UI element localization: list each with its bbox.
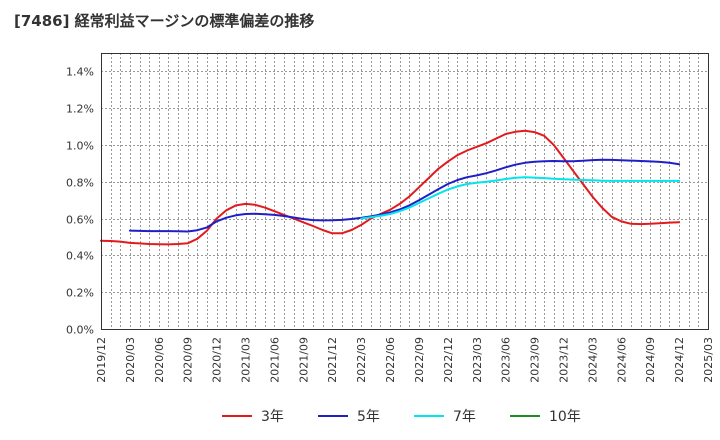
x-tick-label: 2024/03 [586, 337, 599, 383]
x-tick-label: 2023/06 [500, 337, 513, 383]
y-tick-label: 0.2% [66, 287, 94, 300]
plot-area-frame [101, 53, 709, 330]
x-tick-label: 2022/06 [384, 337, 397, 383]
legend-item: 3年 [222, 404, 284, 428]
x-tick-label: 2025/03 [702, 337, 715, 383]
y-axis: 0.0% 0.2% 0.4% 0.6% 0.8% 1.0% 1.2% 1.4% [66, 66, 94, 337]
y-tick-label: 0.4% [66, 250, 94, 263]
legend-item: 10年 [510, 404, 581, 428]
y-tick-label: 1.4% [66, 66, 94, 79]
x-tick-label: 2022/03 [355, 337, 368, 383]
x-tick-label: 2020/06 [153, 337, 166, 383]
series-line-2 [128, 158, 681, 233]
legend-label: 10年 [549, 409, 581, 425]
legend-swatch [414, 415, 444, 417]
y-tick-label: 0.8% [66, 177, 94, 190]
x-axis: 2019/12 2020/03 2020/06 2020/09 2020/12 2021/… [95, 337, 715, 383]
x-tick-label: 2023/09 [529, 337, 542, 383]
x-tick-label: 2023/12 [557, 337, 570, 383]
x-tick-label: 2020/09 [182, 337, 195, 383]
y-tick-label: 1.2% [66, 103, 94, 116]
y-tick-label: 0.6% [66, 214, 94, 227]
legend-label: 3年 [261, 409, 284, 425]
x-tick-label: 2021/12 [326, 337, 339, 383]
x-tick-label: 2019/12 [95, 337, 108, 383]
x-tick-label: 2024/09 [644, 337, 657, 383]
chart-title: [7486] 経常利益マージンの標準偏差の推移 [14, 12, 315, 30]
series-line-1 [100, 129, 681, 246]
x-tick-label: 2023/03 [471, 337, 484, 383]
legend-label: 7年 [453, 409, 476, 425]
x-tick-label: 2021/09 [297, 337, 310, 383]
x-tick-label: 2022/12 [442, 337, 455, 383]
x-tick-label: 2021/06 [268, 337, 281, 383]
legend-item: 5年 [318, 404, 380, 428]
series-layer [100, 129, 681, 246]
x-tick-label: 2022/09 [413, 337, 426, 383]
legend-swatch [510, 415, 540, 417]
grid-layer [101, 53, 708, 329]
x-tick-label: 2021/03 [240, 337, 253, 383]
legend: 3年 5年 7年 10年 [0, 404, 720, 428]
y-tick-label: 1.0% [66, 140, 94, 153]
x-tick-label: 2020/03 [124, 337, 137, 383]
x-tick-label: 2024/12 [673, 337, 686, 383]
legend-swatch [222, 415, 252, 417]
series-line-3 [360, 176, 681, 220]
line-chart: 0.0% 0.2% 0.4% 0.6% 0.8% 1.0% 1.2% 1.4% 2019/12… [66, 53, 715, 383]
legend-swatch [318, 415, 348, 417]
x-tick-label: 2020/12 [211, 337, 224, 383]
legend-label: 5年 [357, 409, 380, 425]
y-tick-label: 0.0% [66, 324, 94, 337]
legend-item: 7年 [414, 404, 476, 428]
x-tick-label: 2024/06 [615, 337, 628, 383]
